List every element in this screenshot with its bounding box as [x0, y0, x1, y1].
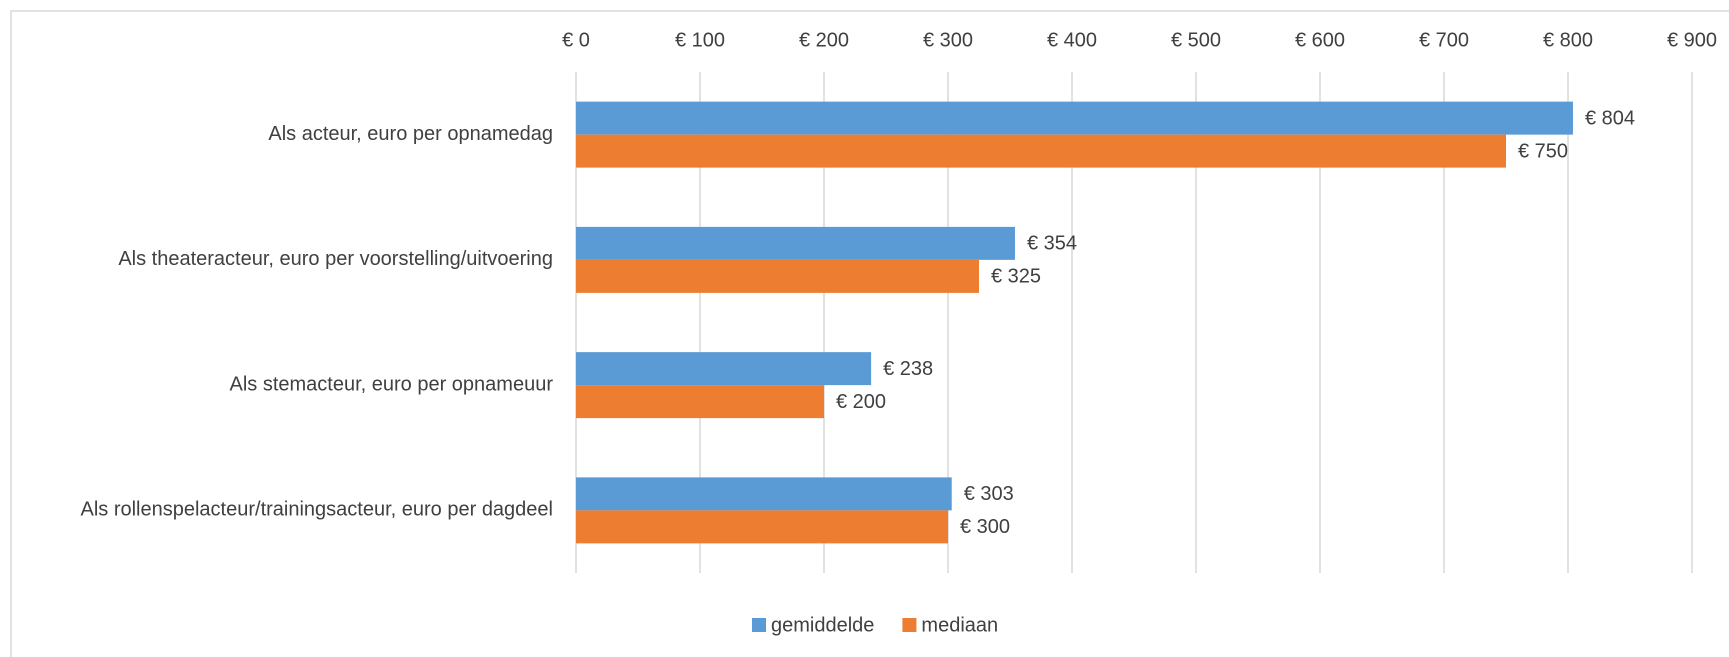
data-label: € 300 — [960, 516, 1010, 538]
bar — [576, 477, 952, 511]
x-tick-label: € 700 — [1419, 29, 1469, 51]
y-tick-label: Als theateracteur, euro per voorstelling… — [118, 248, 553, 270]
legend-swatch — [902, 618, 917, 632]
data-label: € 750 — [1518, 140, 1568, 162]
data-label: € 325 — [991, 266, 1041, 288]
data-label: € 238 — [883, 358, 933, 380]
bar — [576, 101, 1573, 135]
x-tick-label: € 200 — [799, 29, 849, 51]
data-label: € 200 — [836, 391, 886, 413]
bar — [576, 385, 824, 419]
bar — [576, 134, 1506, 168]
legend-swatch — [752, 618, 766, 632]
bar — [576, 226, 1015, 260]
bar — [576, 510, 948, 544]
y-tick-label: Als stemacteur, euro per opnameuur — [229, 373, 553, 395]
legend-label: mediaan — [921, 614, 998, 636]
x-tick-label: € 500 — [1171, 29, 1221, 51]
data-label: € 804 — [1585, 107, 1635, 129]
y-tick-label: Als acteur, euro per opnamedag — [268, 123, 553, 145]
data-label: € 303 — [964, 483, 1014, 505]
x-tick-label: € 800 — [1543, 29, 1593, 51]
x-tick-label: € 900 — [1667, 29, 1717, 51]
data-label: € 354 — [1027, 233, 1077, 255]
x-tick-label: € 100 — [675, 29, 725, 51]
x-tick-label: € 300 — [923, 29, 973, 51]
bar — [576, 352, 872, 386]
x-tick-label: € 0 — [562, 29, 590, 51]
x-tick-label: € 400 — [1047, 29, 1097, 51]
x-tick-label: € 600 — [1295, 29, 1345, 51]
bar — [576, 259, 979, 293]
y-tick-label: Als rollenspelacteur/trainingsacteur, eu… — [80, 499, 553, 521]
legend-label: gemiddelde — [771, 614, 874, 636]
